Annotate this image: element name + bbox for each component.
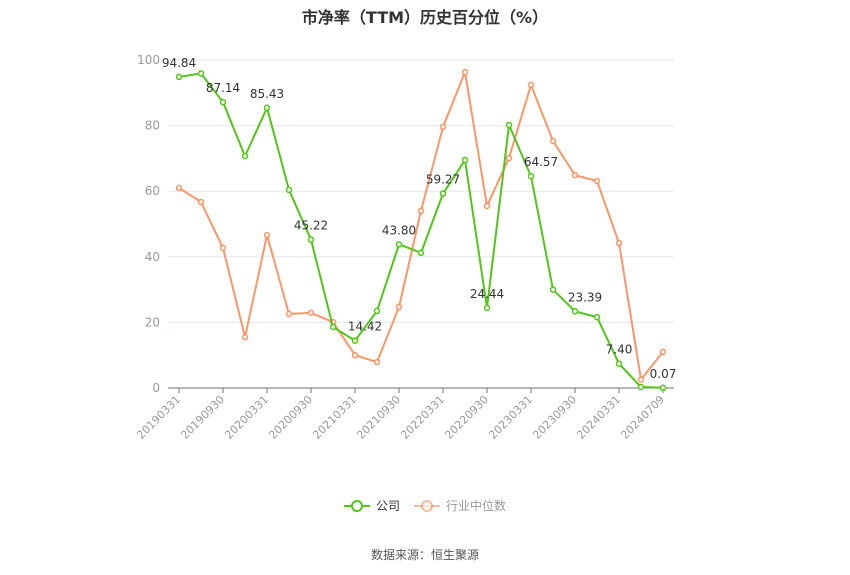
data-label: 59.27 bbox=[426, 173, 460, 187]
data-point[interactable] bbox=[395, 303, 403, 311]
data-label: 87.14 bbox=[206, 81, 240, 95]
data-point[interactable] bbox=[307, 236, 315, 243]
data-label: 0.07 bbox=[650, 367, 677, 381]
chart-title: 市净率（TTM）历史百分位（%） bbox=[301, 8, 549, 27]
x-tick-label: 20190331 bbox=[134, 393, 183, 442]
x-tick-label: 20230331 bbox=[486, 393, 535, 442]
data-label: 7.40 bbox=[606, 343, 633, 357]
legend: 公司 行业中位数 bbox=[0, 497, 850, 514]
x-tick-label: 20200331 bbox=[222, 393, 271, 442]
data-point[interactable] bbox=[593, 313, 601, 321]
data-point[interactable] bbox=[241, 152, 249, 160]
y-tick-label: 40 bbox=[145, 250, 160, 264]
data-point[interactable] bbox=[417, 207, 425, 215]
x-tick-label: 20240331 bbox=[574, 393, 623, 442]
legend-line-circle-icon bbox=[414, 499, 440, 512]
data-point[interactable] bbox=[263, 104, 271, 112]
data-label: 43.80 bbox=[382, 223, 416, 237]
data-label: 64.57 bbox=[524, 155, 558, 169]
data-point[interactable] bbox=[285, 186, 293, 194]
data-point[interactable] bbox=[175, 184, 183, 192]
data-point[interactable] bbox=[527, 172, 535, 180]
y-tick-label: 0 bbox=[152, 381, 160, 395]
x-tick-label: 20210930 bbox=[354, 393, 403, 442]
y-tick-label: 100 bbox=[137, 53, 160, 67]
data-point[interactable] bbox=[483, 202, 491, 210]
x-tick-label: 20200930 bbox=[266, 393, 315, 442]
data-point[interactable] bbox=[175, 73, 183, 81]
data-point[interactable] bbox=[505, 154, 513, 162]
data-point[interactable] bbox=[571, 171, 579, 179]
data-point[interactable] bbox=[549, 137, 557, 145]
data-point[interactable] bbox=[615, 239, 623, 247]
data-point[interactable] bbox=[483, 304, 491, 312]
data-point[interactable] bbox=[351, 351, 359, 359]
y-tick-label: 60 bbox=[145, 184, 160, 198]
data-source: 数据来源：恒生聚源 bbox=[370, 548, 479, 562]
x-tick-label: 20220930 bbox=[442, 393, 491, 442]
data-point[interactable] bbox=[593, 177, 601, 185]
data-point[interactable] bbox=[373, 307, 381, 315]
data-point[interactable] bbox=[285, 310, 293, 318]
legend-item-company[interactable]: 公司 bbox=[343, 497, 400, 514]
series-company[interactable] bbox=[175, 70, 667, 392]
data-point[interactable] bbox=[571, 308, 579, 315]
data-point[interactable] bbox=[659, 384, 667, 392]
data-point[interactable] bbox=[527, 81, 535, 89]
x-tick-label: 20240709 bbox=[618, 393, 667, 442]
data-point[interactable] bbox=[637, 376, 645, 383]
data-labels: 94.84 87.14 85.43 45.22 14.42 43.80 59.27 24.44… bbox=[162, 56, 677, 381]
legend-label-industry: 行业中位数 bbox=[446, 499, 507, 513]
y-axis: 0 20 40 60 80 100 bbox=[137, 53, 160, 395]
grid-lines bbox=[168, 59, 674, 323]
series-industry-median[interactable] bbox=[175, 68, 667, 383]
x-tick-label: 20220331 bbox=[398, 393, 447, 442]
legend-label-company: 公司 bbox=[375, 499, 400, 513]
data-point[interactable] bbox=[461, 68, 469, 76]
data-point[interactable] bbox=[417, 249, 425, 257]
data-point[interactable] bbox=[351, 337, 359, 344]
data-point[interactable] bbox=[263, 231, 271, 239]
data-point[interactable] bbox=[241, 333, 249, 341]
data-point[interactable] bbox=[461, 156, 469, 164]
data-point[interactable] bbox=[219, 98, 227, 106]
data-label: 24.44 bbox=[470, 287, 504, 301]
data-point[interactable] bbox=[307, 309, 315, 317]
data-point[interactable] bbox=[219, 244, 227, 252]
data-point[interactable] bbox=[395, 241, 403, 248]
data-point[interactable] bbox=[505, 121, 513, 129]
data-point[interactable] bbox=[549, 286, 557, 293]
data-point[interactable] bbox=[373, 358, 381, 366]
x-tick-label: 20230930 bbox=[530, 393, 579, 442]
data-point[interactable] bbox=[439, 190, 447, 197]
series-line bbox=[178, 72, 664, 389]
data-point[interactable] bbox=[197, 70, 205, 77]
x-axis: 2019033120190930202003312020093020210331… bbox=[134, 387, 674, 442]
data-point[interactable] bbox=[197, 198, 205, 206]
x-tick-label: 20210331 bbox=[310, 393, 359, 442]
data-label: 94.84 bbox=[162, 56, 196, 70]
series-line bbox=[178, 71, 664, 381]
data-point[interactable] bbox=[615, 360, 623, 367]
data-label: 23.39 bbox=[568, 290, 602, 304]
y-tick-label: 20 bbox=[145, 315, 160, 329]
data-point[interactable] bbox=[637, 383, 645, 391]
x-tick-label: 20190930 bbox=[178, 393, 227, 442]
y-tick-label: 80 bbox=[145, 119, 160, 133]
data-label: 45.22 bbox=[294, 219, 328, 233]
data-point[interactable] bbox=[329, 323, 337, 331]
data-label: 85.43 bbox=[250, 87, 284, 101]
data-point[interactable] bbox=[659, 348, 667, 356]
legend-item-industry[interactable]: 行业中位数 bbox=[414, 497, 506, 514]
data-point[interactable] bbox=[439, 123, 447, 131]
legend-line-circle-icon bbox=[343, 499, 370, 512]
data-label: 14.42 bbox=[348, 320, 382, 334]
